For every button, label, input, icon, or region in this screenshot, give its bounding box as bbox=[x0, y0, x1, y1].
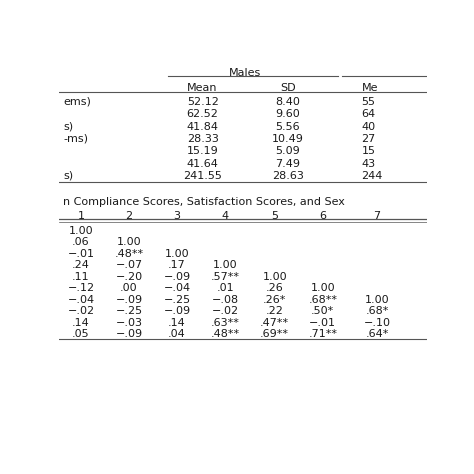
Text: 1.00: 1.00 bbox=[69, 226, 93, 236]
Text: .48**: .48** bbox=[210, 329, 240, 339]
Text: .01: .01 bbox=[216, 283, 234, 293]
Text: 8.40: 8.40 bbox=[275, 97, 301, 107]
Text: 1.00: 1.00 bbox=[117, 237, 141, 247]
Text: 64: 64 bbox=[362, 109, 375, 119]
Text: .48**: .48** bbox=[114, 248, 144, 259]
Text: 1.00: 1.00 bbox=[165, 248, 189, 259]
Text: 1.00: 1.00 bbox=[213, 260, 237, 270]
Text: −.02: −.02 bbox=[211, 306, 239, 316]
Text: −.25: −.25 bbox=[116, 306, 143, 316]
Text: −.04: −.04 bbox=[67, 295, 94, 305]
Text: .24: .24 bbox=[72, 260, 90, 270]
Text: .04: .04 bbox=[168, 329, 186, 339]
Text: .22: .22 bbox=[266, 306, 283, 316]
Text: 52.12: 52.12 bbox=[187, 97, 219, 107]
Text: −.01: −.01 bbox=[67, 248, 94, 259]
Text: 244: 244 bbox=[362, 171, 383, 181]
Text: -ms): -ms) bbox=[63, 134, 88, 144]
Text: 5.56: 5.56 bbox=[275, 121, 300, 132]
Text: −.01: −.01 bbox=[309, 318, 336, 328]
Text: 41.84: 41.84 bbox=[187, 121, 219, 132]
Text: 40: 40 bbox=[362, 121, 375, 132]
Text: 9.60: 9.60 bbox=[275, 109, 300, 119]
Text: .14: .14 bbox=[168, 318, 186, 328]
Text: 43: 43 bbox=[362, 158, 375, 169]
Text: 6: 6 bbox=[319, 211, 326, 221]
Text: .63**: .63** bbox=[210, 318, 239, 328]
Text: 5.09: 5.09 bbox=[275, 146, 300, 156]
Text: 62.52: 62.52 bbox=[187, 109, 219, 119]
Text: 4: 4 bbox=[221, 211, 228, 221]
Text: .69**: .69** bbox=[260, 329, 289, 339]
Text: −.12: −.12 bbox=[67, 283, 94, 293]
Text: 7: 7 bbox=[374, 211, 381, 221]
Text: −.02: −.02 bbox=[67, 306, 94, 316]
Text: 15.19: 15.19 bbox=[187, 146, 219, 156]
Text: 15: 15 bbox=[362, 146, 375, 156]
Text: Males: Males bbox=[229, 68, 261, 78]
Text: n Compliance Scores, Satisfaction Scores, and Sex: n Compliance Scores, Satisfaction Scores… bbox=[63, 197, 345, 207]
Text: .64*: .64* bbox=[365, 329, 389, 339]
Text: 1.00: 1.00 bbox=[310, 283, 335, 293]
Text: .47**: .47** bbox=[260, 318, 289, 328]
Text: 10.49: 10.49 bbox=[272, 134, 304, 144]
Text: ems): ems) bbox=[63, 97, 91, 107]
Text: −.09: −.09 bbox=[164, 306, 191, 316]
Text: Mean: Mean bbox=[187, 83, 218, 93]
Text: SD: SD bbox=[280, 83, 296, 93]
Text: −.25: −.25 bbox=[164, 295, 191, 305]
Text: .71**: .71** bbox=[308, 329, 337, 339]
Text: −.09: −.09 bbox=[116, 329, 143, 339]
Text: 2: 2 bbox=[126, 211, 133, 221]
Text: −.08: −.08 bbox=[211, 295, 239, 305]
Text: 28.63: 28.63 bbox=[272, 171, 304, 181]
Text: s): s) bbox=[63, 121, 73, 132]
Text: 241.55: 241.55 bbox=[183, 171, 222, 181]
Text: −.20: −.20 bbox=[116, 272, 143, 282]
Text: −.10: −.10 bbox=[364, 318, 391, 328]
Text: .00: .00 bbox=[120, 283, 138, 293]
Text: 1.00: 1.00 bbox=[263, 272, 287, 282]
Text: .05: .05 bbox=[72, 329, 90, 339]
Text: s): s) bbox=[63, 171, 73, 181]
Text: −.04: −.04 bbox=[164, 283, 191, 293]
Text: .50*: .50* bbox=[311, 306, 334, 316]
Text: −.03: −.03 bbox=[116, 318, 143, 328]
Text: 41.64: 41.64 bbox=[187, 158, 219, 169]
Text: 1: 1 bbox=[77, 211, 84, 221]
Text: .06: .06 bbox=[72, 237, 90, 247]
Text: 1.00: 1.00 bbox=[365, 295, 389, 305]
Text: 5: 5 bbox=[271, 211, 278, 221]
Text: .68**: .68** bbox=[308, 295, 337, 305]
Text: Me: Me bbox=[362, 83, 378, 93]
Text: −.09: −.09 bbox=[164, 272, 191, 282]
Text: .26: .26 bbox=[266, 283, 283, 293]
Text: 7.49: 7.49 bbox=[275, 158, 301, 169]
Text: 27: 27 bbox=[362, 134, 376, 144]
Text: .26*: .26* bbox=[263, 295, 286, 305]
Text: .68*: .68* bbox=[365, 306, 389, 316]
Text: .11: .11 bbox=[72, 272, 90, 282]
Text: .14: .14 bbox=[72, 318, 90, 328]
Text: 3: 3 bbox=[173, 211, 181, 221]
Text: −.09: −.09 bbox=[116, 295, 143, 305]
Text: 28.33: 28.33 bbox=[187, 134, 219, 144]
Text: .57**: .57** bbox=[210, 272, 239, 282]
Text: −.07: −.07 bbox=[116, 260, 143, 270]
Text: 55: 55 bbox=[362, 97, 375, 107]
Text: .17: .17 bbox=[168, 260, 186, 270]
